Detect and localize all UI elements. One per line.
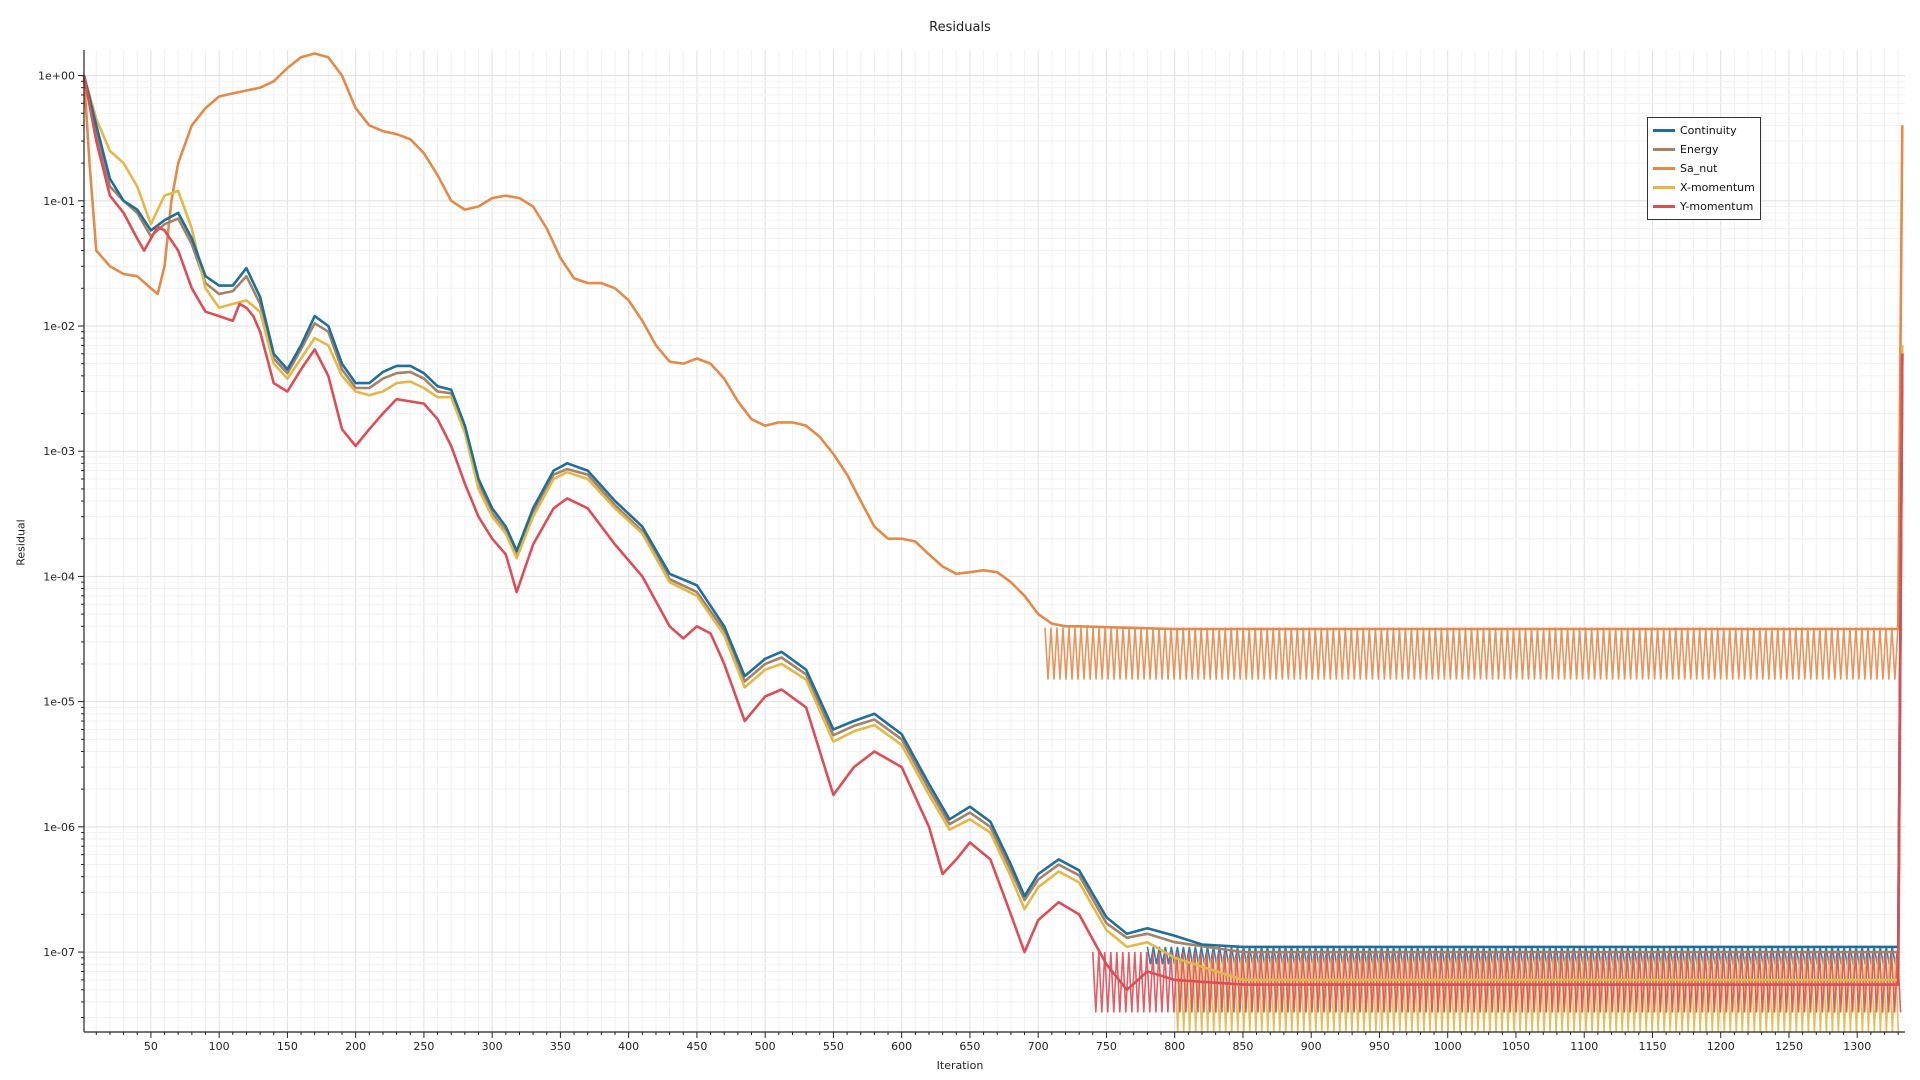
legend-item-x-momentum[interactable]: X-momentum bbox=[1648, 178, 1760, 197]
legend-item-energy[interactable]: Energy bbox=[1648, 140, 1760, 159]
x-tick-label: 600 bbox=[891, 1040, 912, 1053]
x-tick-label: 950 bbox=[1369, 1040, 1390, 1053]
x-tick-label: 550 bbox=[823, 1040, 844, 1053]
x-tick-label: 1150 bbox=[1638, 1040, 1666, 1053]
y-tick-label: 1e+00 bbox=[38, 70, 75, 83]
series-line-x-momentum bbox=[82, 75, 1904, 982]
x-tick-label: 1250 bbox=[1775, 1040, 1803, 1053]
legend-item-y-momentum[interactable]: Y-momentum bbox=[1648, 197, 1760, 216]
x-tick-label: 1300 bbox=[1843, 1040, 1871, 1053]
legend-label: Sa_nut bbox=[1680, 162, 1718, 175]
tick-labels: 50 100 150 200 250 300 350 400 450 500 550 600 650 70… bbox=[38, 70, 1871, 1053]
x-tick-label: 700 bbox=[1028, 1040, 1049, 1053]
x-tick-label: 200 bbox=[345, 1040, 366, 1053]
y-axis-label: Residual bbox=[14, 519, 28, 566]
x-tick-label: 450 bbox=[686, 1040, 707, 1053]
legend-label: X-momentum bbox=[1680, 181, 1755, 194]
x-tick-label: 1100 bbox=[1570, 1040, 1598, 1053]
x-tick-label: 350 bbox=[550, 1040, 571, 1053]
legend-item-sa-nut[interactable]: Sa_nut bbox=[1648, 159, 1760, 178]
legend: Continuity Energy Sa_nut X-momentum Y-mo… bbox=[1647, 117, 1761, 220]
y-tick-label: 1e-03 bbox=[43, 445, 75, 458]
x-tick-label: 750 bbox=[1096, 1040, 1117, 1053]
oscillation-band-x-momentum bbox=[1173, 957, 1900, 1033]
x-tick-label: 300 bbox=[482, 1040, 503, 1053]
series-lines bbox=[82, 52, 1904, 992]
x-tick-label: 1200 bbox=[1707, 1040, 1735, 1053]
legend-swatch bbox=[1653, 167, 1675, 170]
oscillation-band-sa-nut bbox=[1044, 627, 1899, 680]
y-tick-label: 1e-02 bbox=[43, 320, 75, 333]
legend-swatch bbox=[1653, 129, 1675, 132]
x-axis-label: Iteration bbox=[936, 1059, 984, 1072]
series-line-energy bbox=[82, 75, 1904, 954]
legend-item-continuity[interactable]: Continuity bbox=[1648, 121, 1760, 140]
oscillation-band-y-momentum bbox=[1092, 952, 1902, 1013]
x-tick-label: 100 bbox=[209, 1040, 230, 1053]
legend-swatch bbox=[1653, 148, 1675, 151]
x-tick-label: 1000 bbox=[1434, 1040, 1462, 1053]
x-tick-label: 400 bbox=[618, 1040, 639, 1053]
x-tick-label: 800 bbox=[1164, 1040, 1185, 1053]
y-tick-label: 1e-01 bbox=[43, 195, 75, 208]
y-tick-label: 1e-06 bbox=[43, 821, 75, 834]
y-tick-label: 1e-07 bbox=[43, 946, 75, 959]
y-tick-label: 1e-05 bbox=[43, 696, 75, 709]
legend-swatch bbox=[1653, 186, 1675, 189]
x-tick-label: 1050 bbox=[1502, 1040, 1530, 1053]
y-tick-label: 1e-04 bbox=[43, 570, 75, 583]
x-tick-label: 650 bbox=[959, 1040, 980, 1053]
axes bbox=[78, 50, 1905, 1038]
x-tick-label: 900 bbox=[1301, 1040, 1322, 1053]
x-tick-label: 250 bbox=[413, 1040, 434, 1053]
chart-title: Residuals bbox=[929, 20, 991, 35]
series-line-y-momentum bbox=[82, 75, 1904, 992]
legend-label: Y-momentum bbox=[1680, 200, 1754, 213]
x-tick-label: 50 bbox=[144, 1040, 158, 1053]
legend-label: Continuity bbox=[1680, 124, 1737, 137]
legend-swatch bbox=[1653, 205, 1675, 208]
x-tick-label: 500 bbox=[755, 1040, 776, 1053]
legend-label: Energy bbox=[1680, 143, 1719, 156]
series-line-sa-nut bbox=[82, 52, 1904, 631]
series-line-continuity bbox=[82, 75, 1904, 949]
x-tick-label: 850 bbox=[1232, 1040, 1253, 1053]
x-tick-label: 150 bbox=[277, 1040, 298, 1053]
grid-lines bbox=[84, 50, 1905, 1032]
